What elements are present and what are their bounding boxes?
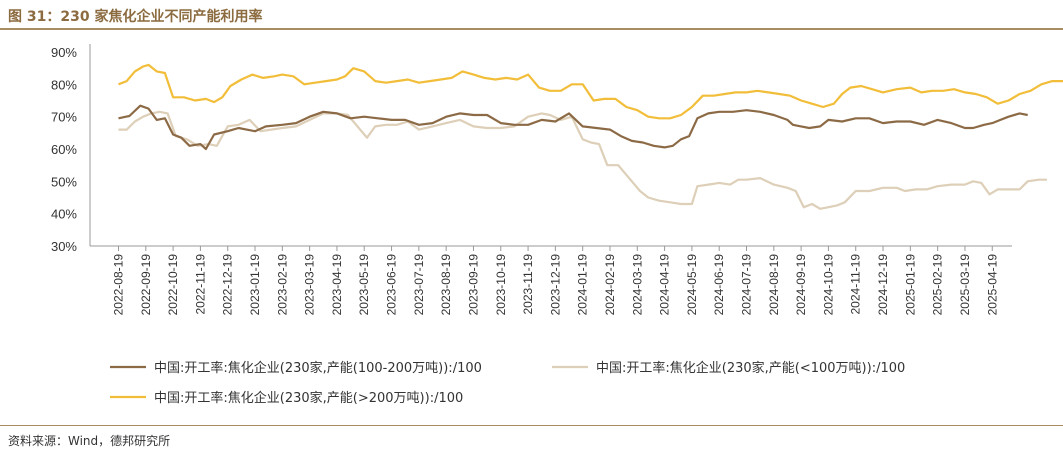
x-tick-label: 2025-01-19: [903, 254, 917, 316]
x-tick-label: 2024-11-19: [849, 254, 863, 315]
y-axis: 30% 40% 50% 60% 70% 80% 90%: [51, 44, 91, 254]
y-tick-label: 60%: [51, 142, 77, 157]
legend-label-medium: 中国:开工率:焦化企业(230家,产能(100-200万吨)):/100: [154, 360, 482, 376]
x-tick-label: 2024-03-19: [630, 254, 644, 316]
x-tick-label: 2023-05-19: [357, 254, 371, 316]
series-line-large: [118, 63, 1063, 120]
x-tick-label: 2025-03-19: [958, 254, 972, 316]
x-tick-label: 2022-09-19: [139, 254, 153, 316]
x-tick-label: 2023-03-19: [303, 254, 317, 316]
x-tick-label: 2022-10-19: [166, 254, 180, 316]
top-rule: [0, 28, 1063, 30]
x-tick-label: 2024-05-19: [685, 254, 699, 316]
y-tick-label: 80%: [51, 77, 77, 92]
series-group: [118, 63, 1063, 210]
x-tick-label: 2023-04-19: [330, 254, 344, 316]
x-tick-label: 2023-09-19: [466, 254, 480, 316]
figure-title: 图 31：230 家焦化企业不同产能利用率: [8, 9, 263, 25]
x-tick-label: 2023-10-19: [494, 254, 508, 316]
x-tick-label: 2024-08-19: [767, 254, 781, 316]
source-note: 资料来源：Wind，德邦研究所: [8, 434, 171, 448]
x-tick-label: 2024-12-19: [876, 254, 890, 316]
legend: 中国:开工率:焦化企业(230家,产能(100-200万吨)):/100 中国:开…: [110, 360, 905, 406]
x-tick-label: 2023-01-19: [248, 254, 262, 316]
y-tick-label: 90%: [51, 45, 77, 60]
legend-label-small: 中国:开工率:焦化企业(230家,产能(<100万吨)):/100: [596, 360, 905, 376]
x-tick-label: 2024-10-19: [821, 254, 835, 316]
x-tick-label: 2023-08-19: [439, 254, 453, 316]
x-tick-label: 2022-12-19: [221, 254, 235, 316]
legend-label-large: 中国:开工率:焦化企业(230家,产能(>200万吨)):/100: [154, 390, 463, 406]
y-tick-label: 50%: [51, 174, 77, 189]
x-tick-label: 2024-02-19: [603, 254, 617, 316]
line-chart: 30% 40% 50% 60% 70% 80% 90% 2022-08-19 2022-09-…: [51, 44, 1063, 406]
x-tick-label: 2024-04-19: [658, 254, 672, 316]
y-tick-label: 70%: [51, 110, 77, 125]
x-tick-label: 2024-06-19: [712, 254, 726, 316]
x-tick-label: 2024-01-19: [576, 254, 590, 316]
x-tick-label: 2022-11-19: [193, 254, 207, 315]
bottom-rule: [0, 425, 1063, 426]
x-tick-label: 2025-04-19: [985, 254, 999, 316]
x-tick-label: 2023-11-19: [521, 254, 535, 315]
x-tick-label: 2023-12-19: [548, 254, 562, 316]
series-line-medium: [118, 104, 1028, 151]
x-tick-label: 2022-08-19: [112, 254, 126, 316]
x-axis: 2022-08-19 2022-09-19 2022-10-19 2022-11-19…: [90, 245, 1012, 316]
x-tick-label: 2024-09-19: [794, 254, 808, 316]
y-tick-label: 40%: [51, 207, 77, 222]
x-tick-label: 2023-07-19: [412, 254, 426, 316]
x-tick-label: 2024-07-19: [740, 254, 754, 316]
x-tick-label: 2023-06-19: [385, 254, 399, 316]
x-tick-label: 2023-02-19: [275, 254, 289, 316]
y-tick-label: 30%: [51, 239, 77, 254]
x-tick-label: 2025-02-19: [931, 254, 945, 316]
